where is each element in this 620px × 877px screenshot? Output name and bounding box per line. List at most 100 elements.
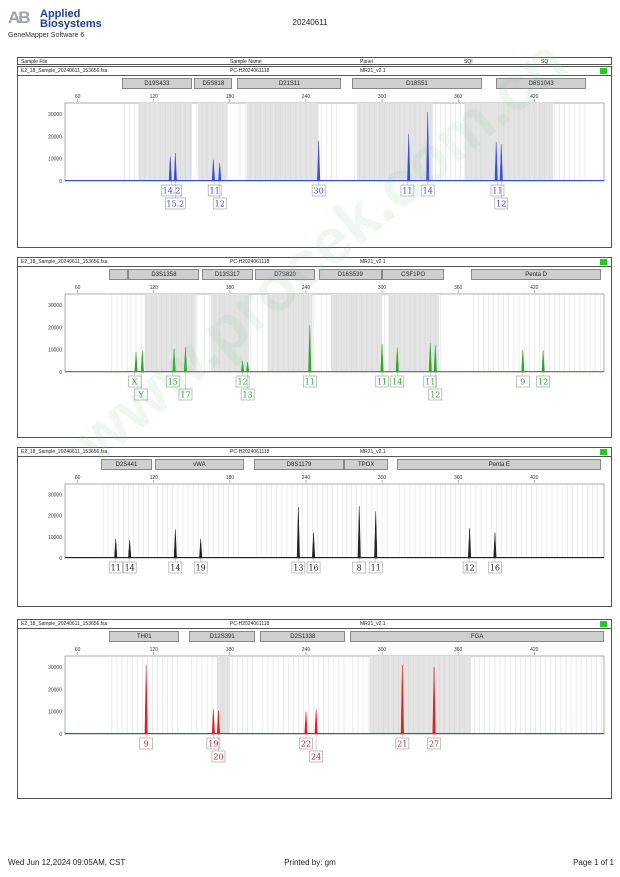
allele-label-box	[420, 184, 435, 197]
allele-label: 14	[170, 564, 180, 573]
y-tick-label: 20000	[48, 134, 62, 140]
panel-sample-file: E2_18_Sample_20240611_153656.fsa	[21, 449, 108, 455]
x-tick-label: 180	[226, 475, 235, 481]
ab-logo-mark: AB	[8, 8, 31, 27]
allele-label-box	[178, 388, 193, 401]
allele-label: 13	[293, 564, 303, 573]
allele-label: 12	[430, 391, 440, 400]
col-sqi: SQI	[464, 59, 473, 65]
peak	[494, 141, 498, 182]
x-tick-label: 60	[75, 647, 81, 653]
electropherogram-panel: E2_18_Sample_20240611_153656.fsa PC-H2024…	[17, 257, 612, 438]
locus-label: TPOX	[344, 459, 389, 470]
panel-panel-name: MR21_v2.1	[360, 68, 386, 74]
electropherogram-plot: 60 120 180 240 300 360 420 0 10000 20000 30000 9 19 2…	[48, 647, 605, 763]
panel-info-row: E2_18_Sample_20240611_153656.fsa PC-H2024…	[18, 67, 611, 76]
allele-label-box	[352, 561, 367, 574]
sizing-quality-indicator	[600, 449, 607, 455]
locus-label: D2S1338	[260, 631, 346, 642]
locus-label: D3S1358	[128, 269, 200, 280]
allele-label-box	[488, 561, 502, 574]
allele-label-box	[168, 561, 183, 574]
allele-label-box	[235, 375, 250, 388]
electropherogram-panel: E2_18_Sample_20240611_153656.fsa PC-H2024…	[17, 66, 612, 248]
y-tick-label: 30000	[48, 112, 62, 118]
x-tick-label: 180	[226, 647, 235, 653]
allele-bin-shade	[217, 656, 230, 734]
locus-label: D18S51	[351, 78, 483, 89]
allele-label-box	[108, 561, 123, 574]
allele-label-box	[161, 184, 182, 197]
peak	[407, 134, 411, 182]
peak	[134, 351, 138, 373]
allele-label: 11	[210, 187, 220, 196]
x-tick-label: 300	[378, 94, 387, 100]
allele-label-box	[536, 375, 550, 388]
allele-label-box	[166, 375, 180, 388]
electropherogram-plot: 60 120 180 240 300 360 420 0 10000 20000 30000 14.2…	[48, 94, 605, 210]
allele-label-box	[306, 561, 321, 574]
allele-label-box	[291, 561, 306, 574]
allele-label-box	[400, 184, 415, 197]
allele-label: 14	[392, 378, 402, 387]
company-name-line2: Biosystems	[40, 18, 102, 30]
company-name-line1: Applied	[40, 8, 81, 20]
x-tick-label: 240	[302, 475, 311, 481]
plot-frame	[64, 483, 605, 559]
allele-label: 12	[538, 378, 548, 387]
allele-bin-lines	[111, 294, 601, 372]
allele-label-box	[139, 737, 153, 750]
panel-info-row: E2_18_Sample_20240611_153656.fsa PC-H2024…	[18, 258, 611, 267]
x-tick-label: 240	[302, 285, 311, 291]
allele-bin-shade	[246, 103, 319, 181]
allele-label: 15.2	[166, 200, 184, 209]
allele-label: 14	[125, 564, 135, 573]
allele-label: 9	[520, 378, 525, 387]
allele-label-box	[212, 197, 227, 210]
footer-printed-by: Printed by: gm	[284, 858, 336, 867]
y-tick-label: 30000	[48, 493, 62, 499]
locus-label: D12S391	[189, 631, 256, 642]
allele-label-box	[395, 737, 410, 750]
locus-label: D19S433	[122, 78, 192, 89]
allele-bin-lines	[111, 656, 602, 734]
sizing-quality-indicator	[600, 621, 607, 627]
locus-bins-row: D19S433 D5S818 D21S11 D18S51 D6S1043	[18, 78, 611, 90]
panel-panel-name: MR21_v2.1	[360, 449, 386, 455]
locus-label: D13S317	[201, 269, 253, 280]
allele-label: 14	[423, 187, 433, 196]
y-tick-label: 30000	[48, 665, 62, 671]
allele-label: 16	[308, 564, 318, 573]
x-tick-label: 120	[150, 285, 159, 291]
x-tick-label: 300	[378, 475, 387, 481]
allele-label-box	[122, 561, 137, 574]
allele-label: 14.2	[163, 187, 181, 196]
allele-bin-lines	[102, 484, 598, 558]
x-tick-label: 420	[530, 94, 539, 100]
panel-info-row: E2_18_Sample_20240611_153656.fsa PC-H2024…	[18, 448, 611, 457]
panel-sample-name: PC-H2024061118	[230, 259, 270, 265]
panel-sample-name: PC-H2024061118	[230, 621, 270, 627]
allele-label: 11	[111, 564, 121, 573]
col-sample-name: Sample Name	[230, 59, 262, 65]
y-tick-label: 20000	[48, 325, 62, 331]
col-panel: Panel	[360, 59, 373, 65]
plot-frame	[64, 655, 605, 735]
x-axis: 60 120 180 240 300 360 420	[75, 647, 539, 655]
allele-label: 27	[429, 740, 439, 749]
x-tick-label: 240	[302, 94, 311, 100]
x-tick-label: 120	[150, 647, 159, 653]
allele-bin-lines	[124, 103, 586, 181]
locus-bins-row: TH01 D12S391 D2S1338 FGA	[18, 631, 611, 643]
allele-label: 11	[402, 187, 412, 196]
allele-label-box	[240, 388, 255, 401]
allele-label: 19	[208, 740, 218, 749]
locus-label: Penta D	[470, 269, 602, 280]
x-tick-label: 300	[378, 285, 387, 291]
allele-label: 11	[425, 378, 435, 387]
peak	[172, 348, 176, 373]
allele-label: 16	[490, 564, 500, 573]
allele-bin-shade	[144, 294, 196, 372]
allele-label: 12	[496, 200, 506, 209]
y-axis: 0 10000 20000 30000	[48, 665, 62, 738]
